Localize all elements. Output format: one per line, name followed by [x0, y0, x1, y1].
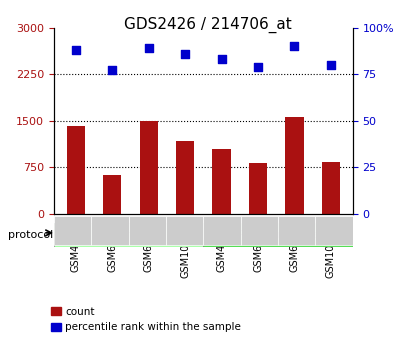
Bar — [241, 216, 278, 245]
Legend: count, percentile rank within the sample: count, percentile rank within the sample — [47, 303, 246, 336]
Point — [327, 62, 334, 68]
Bar — [322, 162, 340, 214]
Bar — [176, 141, 194, 214]
Bar — [91, 216, 129, 245]
Bar — [315, 216, 353, 245]
Bar — [54, 216, 91, 245]
Bar — [54, 223, 203, 247]
Bar — [103, 175, 121, 214]
Point — [73, 47, 79, 53]
Point — [145, 45, 152, 51]
Bar — [67, 126, 85, 214]
Point — [109, 68, 115, 73]
Text: GDS2426 / 214706_at: GDS2426 / 214706_at — [124, 17, 291, 33]
Bar — [203, 223, 353, 247]
Point — [182, 51, 188, 57]
Point — [291, 43, 298, 49]
Text: protocol: protocol — [8, 230, 54, 239]
Bar — [129, 216, 166, 245]
Text: control: control — [109, 230, 148, 239]
Bar — [286, 117, 303, 214]
Bar — [212, 149, 231, 214]
Bar — [139, 121, 158, 214]
Bar — [249, 163, 267, 214]
Text: HCaRG overexpression: HCaRG overexpression — [214, 230, 342, 239]
Point — [255, 64, 261, 69]
Bar — [278, 216, 315, 245]
Point — [218, 57, 225, 62]
Bar — [203, 216, 241, 245]
Bar — [166, 216, 203, 245]
